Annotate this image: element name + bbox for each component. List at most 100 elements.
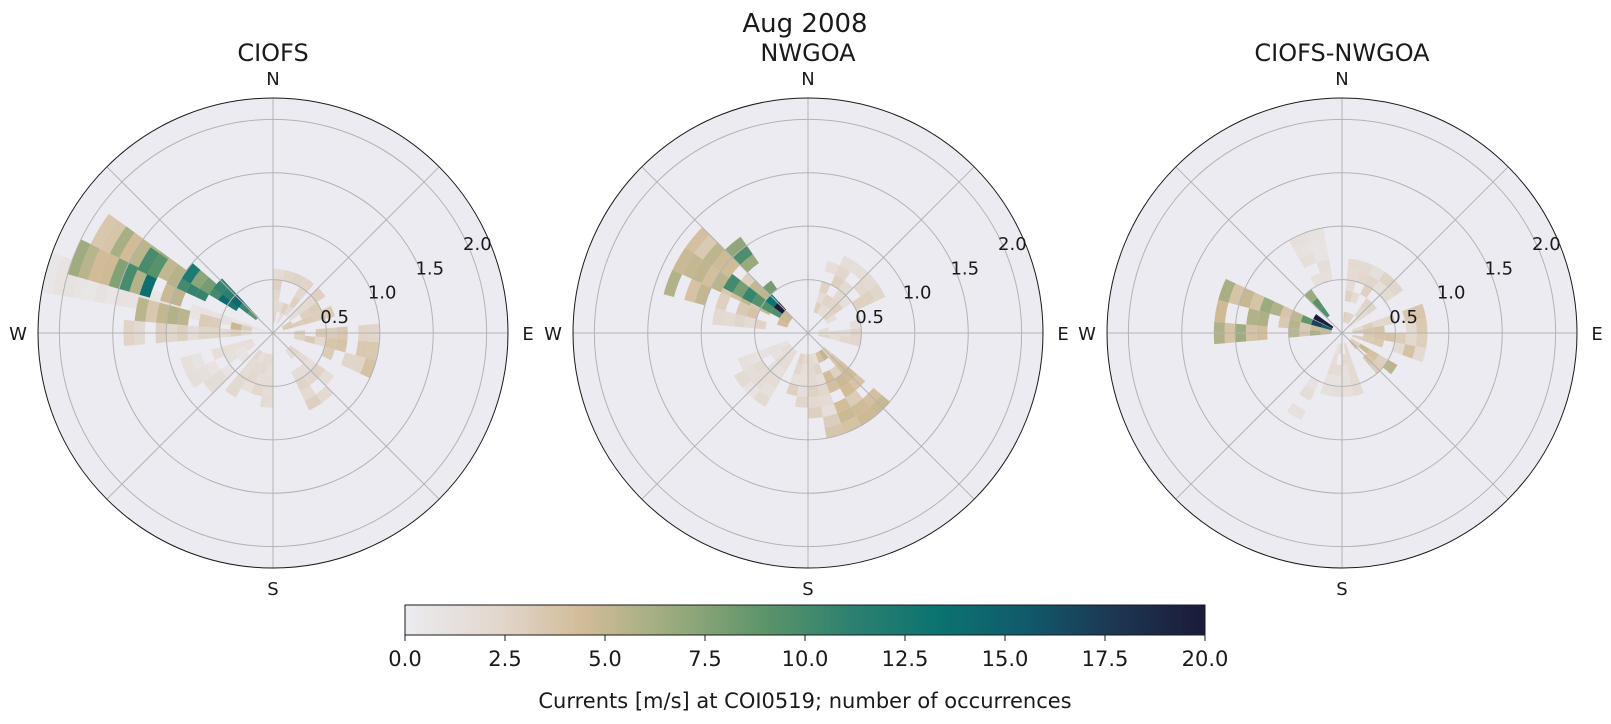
rose-bin bbox=[808, 396, 821, 408]
rose-bin bbox=[360, 357, 377, 379]
rose-bin bbox=[837, 407, 857, 424]
rose-bin bbox=[777, 340, 790, 350]
rose-bin bbox=[224, 351, 238, 364]
rose-bin bbox=[1323, 373, 1335, 386]
direction-label-s: S bbox=[267, 579, 278, 600]
rose-bin bbox=[242, 338, 254, 347]
rose-bin bbox=[850, 398, 870, 417]
rose-bin bbox=[1366, 349, 1380, 361]
rose-bin bbox=[100, 219, 127, 254]
rose-bin bbox=[1319, 306, 1330, 318]
rose-bin bbox=[1293, 242, 1313, 259]
rose-bin bbox=[823, 310, 835, 321]
rose-bin bbox=[311, 310, 325, 322]
radial-tick-label: 0.5 bbox=[320, 307, 349, 328]
rose-bin bbox=[817, 383, 830, 397]
rose-bin bbox=[1228, 283, 1246, 306]
rose-bin bbox=[291, 272, 306, 287]
rose-bin bbox=[293, 334, 305, 342]
rose-bin bbox=[684, 278, 702, 303]
colorbar-tick-label: 15.0 bbox=[982, 647, 1029, 671]
colorbar-tick-label: 10.0 bbox=[782, 647, 829, 671]
rose-bin bbox=[334, 338, 348, 353]
rose-bin bbox=[88, 248, 110, 283]
rose-bin bbox=[289, 295, 301, 309]
rose-bin bbox=[283, 305, 294, 317]
rose-bin bbox=[860, 290, 876, 306]
rose-bin bbox=[294, 286, 308, 301]
rose-bin bbox=[1338, 343, 1342, 355]
rose-bin bbox=[288, 310, 300, 321]
rose-bin bbox=[711, 249, 733, 272]
rose-bin bbox=[157, 257, 178, 282]
rose-bin bbox=[743, 365, 759, 382]
polar-panel-nwgoa: 0.5 1.0 1.5 2.0 N E S W NWGOA bbox=[544, 39, 1069, 600]
rose-bin bbox=[826, 297, 839, 311]
rose-bin bbox=[247, 309, 259, 321]
rose-bin bbox=[181, 262, 201, 284]
rose-bin bbox=[813, 302, 822, 314]
rose-bin bbox=[1246, 308, 1260, 326]
rose-bin bbox=[1373, 333, 1385, 341]
colorbar-tick-label: 5.0 bbox=[588, 647, 621, 671]
rose-bin bbox=[1345, 279, 1356, 292]
rose-bin bbox=[789, 373, 801, 386]
direction-label-e: E bbox=[522, 324, 533, 345]
rose-bin bbox=[808, 364, 816, 376]
rose-bin bbox=[109, 226, 135, 259]
radial-tick-label: 1.5 bbox=[415, 258, 444, 279]
angular-gridline bbox=[272, 332, 440, 500]
rose-bin bbox=[829, 365, 843, 380]
rose-bin bbox=[147, 253, 168, 279]
rose-bin bbox=[787, 349, 798, 361]
rose-bin bbox=[295, 302, 309, 315]
rose-bin bbox=[1350, 338, 1361, 347]
rose-bin bbox=[830, 274, 845, 290]
rose-bin bbox=[694, 283, 712, 306]
rose-bin bbox=[1256, 310, 1270, 327]
rose-bin bbox=[1402, 307, 1416, 322]
rose-bin bbox=[304, 394, 323, 411]
rose-bin bbox=[1352, 334, 1364, 341]
rose-bin bbox=[265, 364, 273, 376]
rose-bin bbox=[821, 294, 833, 307]
rose-bin bbox=[711, 271, 730, 293]
direction-label-s: S bbox=[802, 579, 813, 600]
rose-bin bbox=[202, 375, 221, 394]
rose-bin bbox=[213, 278, 230, 295]
rose-bin bbox=[1214, 299, 1229, 323]
rose-bin bbox=[243, 342, 256, 352]
rose-bin bbox=[1320, 269, 1333, 283]
rose-bin bbox=[753, 390, 771, 408]
rose-bin bbox=[780, 357, 792, 371]
rose-bin bbox=[1344, 312, 1352, 324]
rose-bin bbox=[230, 321, 243, 331]
rose-bin bbox=[1249, 292, 1265, 311]
rose-bin bbox=[672, 247, 695, 275]
rose-bin bbox=[1412, 303, 1427, 321]
rose-bin bbox=[324, 337, 337, 350]
rose-bin bbox=[733, 370, 751, 388]
rose-bin bbox=[796, 385, 808, 398]
rose-bin bbox=[288, 345, 300, 356]
rose-bin bbox=[238, 365, 252, 380]
polar-frame bbox=[1106, 97, 1578, 569]
rose-bin bbox=[240, 379, 255, 394]
rose-bin bbox=[1350, 291, 1361, 304]
rose-bin bbox=[1343, 343, 1350, 355]
rose-bin bbox=[41, 252, 63, 295]
rose-bin bbox=[1352, 329, 1364, 333]
wind-rose-bins bbox=[663, 227, 890, 439]
polar-panel-ciofs: 0.5 1.0 1.5 2.0 N E S W CIOFS bbox=[9, 39, 534, 600]
rose-bin bbox=[795, 396, 808, 408]
direction-label-n: N bbox=[266, 69, 279, 90]
rose-bin bbox=[273, 290, 281, 302]
radial-tick-label: 2.0 bbox=[1532, 234, 1561, 255]
rose-bin bbox=[1346, 269, 1359, 282]
rose-bin bbox=[732, 245, 753, 266]
rose-bin bbox=[262, 353, 270, 365]
rose-bin bbox=[839, 255, 858, 272]
colorbar-bar bbox=[404, 604, 1206, 636]
colorbar-tick-label: 20.0 bbox=[1182, 647, 1229, 671]
